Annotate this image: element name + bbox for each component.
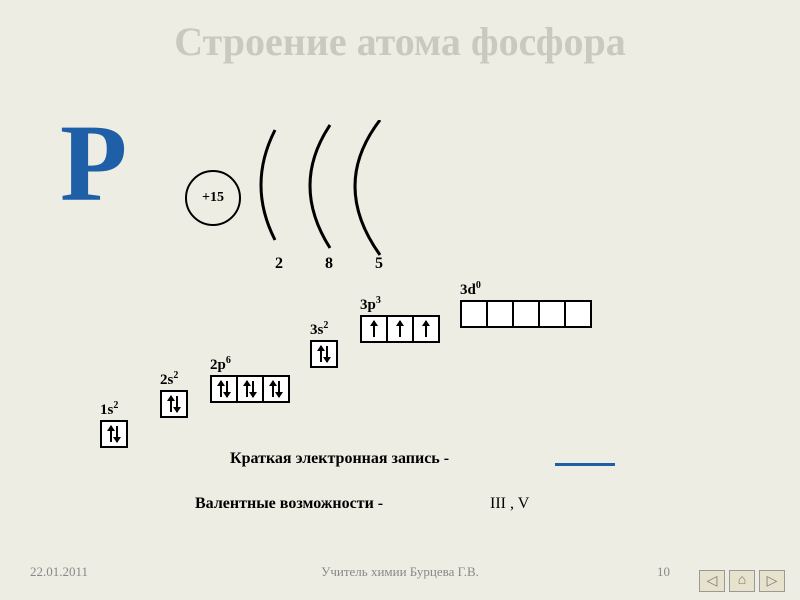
shell-count-3: 5: [375, 255, 383, 273]
orbital-boxes-2s: [160, 390, 188, 418]
shell-count-2: 8: [325, 255, 333, 273]
electron-up-icon: [320, 346, 322, 362]
footer-teacher: Учитель химии Бурцева Г.В.: [0, 564, 800, 580]
orbital-box: [412, 315, 440, 343]
orbital-label-1s: 1s2: [100, 400, 118, 419]
orbital-box: [100, 420, 128, 448]
blank-underline: [555, 463, 615, 466]
electron-up-icon: [110, 426, 112, 442]
valence-label: Валентные возможности -: [195, 495, 383, 513]
orbital-box: [236, 375, 264, 403]
valence-values: III , V: [490, 495, 529, 513]
orbital-label-3d: 3d0: [460, 280, 481, 299]
orbital-label-2s: 2s2: [160, 370, 178, 389]
orbital-label-2p: 2p6: [210, 355, 231, 374]
shell-count-1: 2: [275, 255, 283, 273]
nucleus-charge: +15: [202, 190, 224, 206]
orbital-boxes-3d: [460, 300, 592, 328]
orbital-box: [386, 315, 414, 343]
footer-page-number: 10: [657, 564, 670, 580]
electron-down-icon: [116, 426, 118, 442]
orbital-label-3s: 3s2: [310, 320, 328, 339]
orbital-box: [360, 315, 388, 343]
electron-down-icon: [226, 381, 228, 397]
nucleus-circle: +15: [185, 170, 241, 226]
orbital-boxes-1s: [100, 420, 128, 448]
orbital-boxes-3s: [310, 340, 338, 368]
orbital-box: [512, 300, 540, 328]
orbital-box: [310, 340, 338, 368]
nav-buttons: ◁ ⌂ ▷: [699, 570, 785, 592]
nav-next-button[interactable]: ▷: [759, 570, 785, 592]
electron-shell-arcs: [235, 120, 455, 270]
electron-up-icon: [170, 396, 172, 412]
electron-down-icon: [278, 381, 280, 397]
electron-up-icon: [246, 381, 248, 397]
electron-down-icon: [252, 381, 254, 397]
orbital-boxes-3p: [360, 315, 440, 343]
electron-up-icon: [220, 381, 222, 397]
orbital-box: [210, 375, 238, 403]
page-title: Строение атома фосфора: [0, 0, 800, 65]
nav-prev-button[interactable]: ◁: [699, 570, 725, 592]
element-symbol: P: [60, 100, 127, 227]
orbital-box: [262, 375, 290, 403]
short-config-label: Краткая электронная запись -: [230, 450, 449, 468]
orbital-box: [538, 300, 566, 328]
orbital-box: [160, 390, 188, 418]
orbital-boxes-2p: [210, 375, 290, 403]
orbital-box: [460, 300, 488, 328]
electron-up-icon: [425, 321, 427, 337]
nav-home-button[interactable]: ⌂: [729, 570, 755, 592]
orbital-label-3p: 3p3: [360, 295, 381, 314]
orbital-box: [486, 300, 514, 328]
electron-down-icon: [176, 396, 178, 412]
orbital-box: [564, 300, 592, 328]
electron-up-icon: [399, 321, 401, 337]
electron-down-icon: [326, 346, 328, 362]
electron-up-icon: [373, 321, 375, 337]
electron-up-icon: [272, 381, 274, 397]
